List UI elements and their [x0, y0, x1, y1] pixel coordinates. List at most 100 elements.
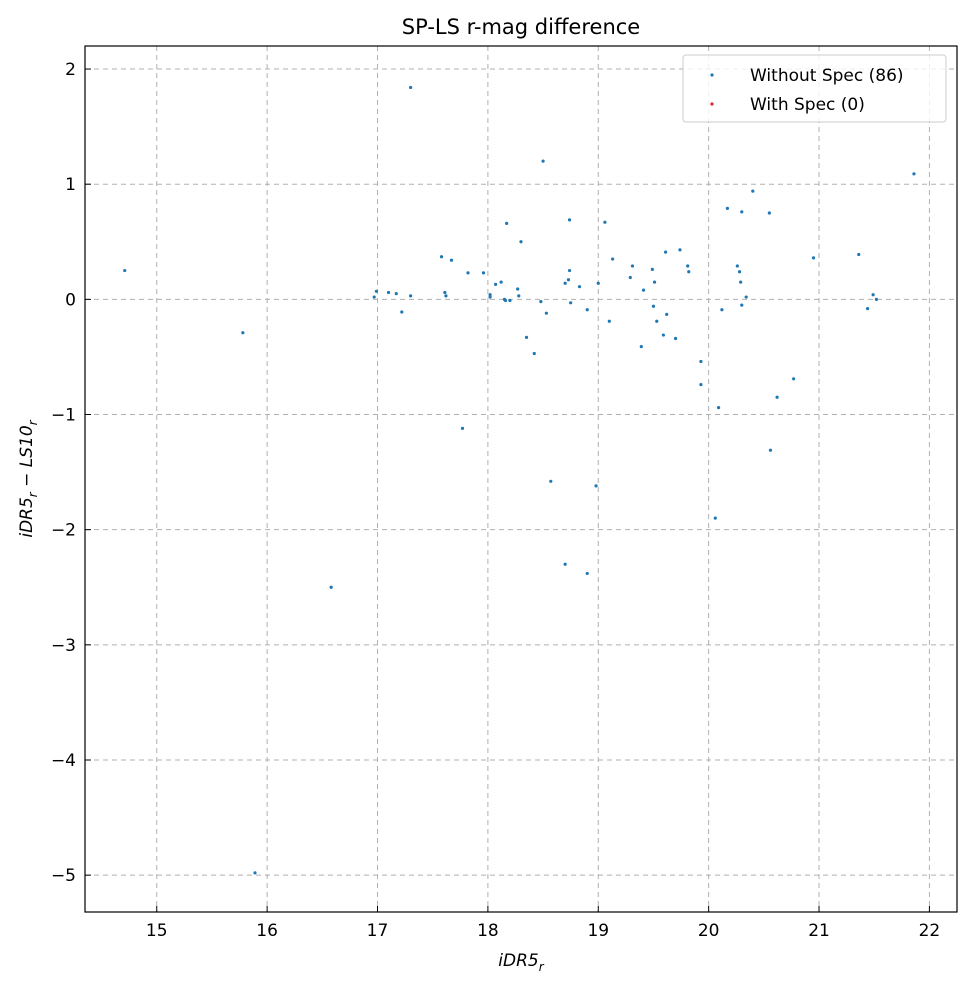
data-point [740, 303, 744, 307]
y-tick-label: −3 [51, 636, 76, 656]
legend-box [682, 54, 947, 123]
data-point [611, 257, 615, 261]
x-axis-label-sub: r [539, 960, 545, 974]
legend-label-without-spec: Without Spec (86) [750, 66, 904, 86]
data-point [466, 271, 470, 275]
data-point [585, 308, 589, 312]
data-point [503, 298, 508, 303]
legend-marker-with-spec [710, 102, 714, 106]
data-point [444, 294, 448, 298]
data-point [488, 295, 492, 299]
data-point [241, 331, 245, 335]
data-point [566, 278, 571, 282]
data-point [663, 250, 668, 254]
data-point [639, 344, 643, 349]
chart-title: SP-LS r-mag difference [402, 15, 640, 39]
data-point [871, 293, 875, 297]
data-point [508, 298, 512, 303]
data-point [767, 211, 771, 215]
data-point [792, 377, 796, 381]
data-point [628, 275, 632, 280]
data-point [539, 300, 543, 304]
y-axis-label: iDR5r − LS10r [17, 419, 40, 537]
y-axis-label-main: iDR5 [17, 497, 37, 537]
y-tick-label: 0 [65, 290, 76, 310]
data-point [699, 382, 703, 387]
data-point [678, 248, 682, 252]
data-point [409, 294, 413, 298]
data-point [585, 571, 589, 576]
data-point [567, 268, 572, 273]
data-point [439, 255, 444, 259]
x-tick-label: 21 [808, 921, 830, 941]
data-point [603, 220, 607, 224]
data-point [544, 311, 548, 315]
y-tick-label: 2 [65, 60, 76, 80]
data-point [329, 585, 333, 589]
data-point [505, 221, 509, 225]
legend-marker-without-spec [710, 73, 714, 77]
y-tick-label: −5 [51, 866, 76, 886]
data-point [687, 270, 691, 274]
x-axis-ticks: 15 16 17 18 19 20 21 22 [146, 906, 940, 941]
plot-area-frame [84, 45, 958, 913]
y-tick-label: −4 [51, 751, 76, 771]
data-point [874, 297, 879, 301]
data-point [857, 252, 861, 257]
x-tick-label: 19 [587, 921, 609, 941]
data-point [567, 218, 572, 222]
data-point [386, 290, 391, 295]
y-tick-label: 1 [65, 175, 76, 195]
data-point [716, 406, 721, 410]
x-tick-label: 18 [477, 921, 499, 941]
gridlines [85, 46, 957, 912]
data-point [400, 310, 404, 314]
data-point [532, 351, 536, 356]
data-point [374, 289, 379, 293]
x-tick-label: 22 [919, 921, 941, 941]
data-point [594, 484, 598, 488]
data-point [499, 280, 503, 284]
data-point [596, 281, 600, 285]
data-point [607, 319, 611, 323]
y-axis-label-sub2: r [26, 419, 40, 425]
data-point [650, 267, 654, 272]
x-tick-label: 17 [367, 921, 389, 941]
data-point [665, 312, 669, 316]
data-point [740, 210, 744, 214]
x-axis-label: iDR5r [498, 951, 544, 974]
y-tick-label: −2 [51, 521, 76, 541]
data-point [751, 189, 755, 193]
data-point [516, 287, 520, 291]
data-point [699, 359, 703, 364]
data-point [735, 264, 739, 268]
data-point [725, 206, 730, 210]
data-point [673, 336, 678, 341]
legend-label-with-spec: With Spec (0) [750, 95, 865, 115]
data-point [253, 871, 257, 875]
data-point [569, 301, 573, 305]
data-point [652, 280, 657, 284]
data-point [577, 285, 582, 289]
data-point [744, 295, 748, 299]
data-point [686, 264, 690, 268]
data-point [519, 240, 523, 244]
data-point [460, 426, 465, 430]
data-point [123, 268, 127, 273]
data-point [372, 295, 376, 299]
data-point [524, 335, 529, 339]
data-point [563, 562, 567, 566]
data-point [720, 308, 724, 312]
data-point [641, 288, 646, 292]
data-point [563, 281, 567, 285]
data-point [661, 333, 665, 337]
data-point [481, 271, 486, 275]
data-point [655, 319, 659, 323]
data-point [541, 159, 545, 163]
data-point [488, 293, 492, 297]
data-point [517, 294, 521, 298]
data-point [394, 291, 398, 296]
data-point [651, 304, 656, 308]
data-point [865, 306, 870, 311]
x-tick-label: 20 [698, 921, 720, 941]
